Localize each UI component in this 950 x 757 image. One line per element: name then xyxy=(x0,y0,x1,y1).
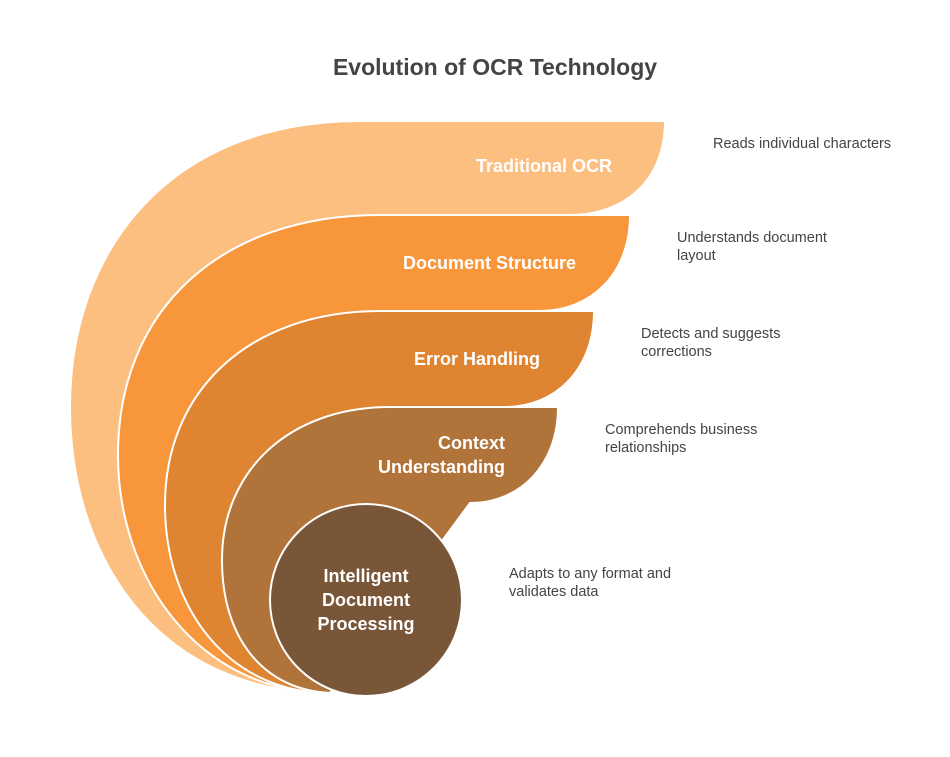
layer-description: Reads individual characters xyxy=(713,136,892,152)
layer-label: Error Handling xyxy=(413,349,540,369)
layer-label: Context Understanding xyxy=(377,433,505,477)
layer-label: Document Structure xyxy=(402,253,576,273)
layer-description: Detects and suggests corrections xyxy=(641,326,781,360)
layer-description: Understands document layout xyxy=(677,230,827,264)
layer-description: Adapts to any format and validates data xyxy=(509,566,672,600)
layer-label: Intelligent Document Processing xyxy=(317,566,415,634)
layer-description: Comprehends business relationships xyxy=(605,422,758,456)
layer-label: Traditional OCR xyxy=(475,156,612,176)
layer-5-circle xyxy=(269,503,463,697)
title: Evolution of OCR Technology xyxy=(332,53,658,80)
